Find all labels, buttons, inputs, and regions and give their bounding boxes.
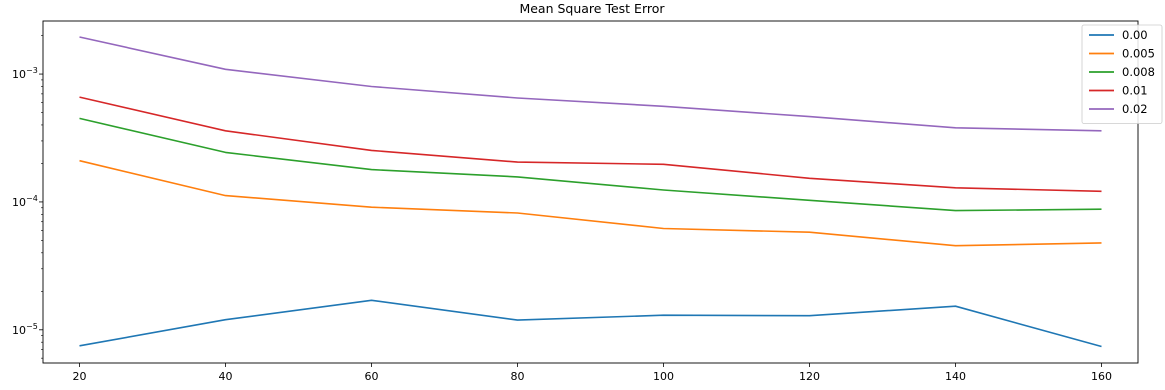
legend-label: 0.00: [1122, 28, 1148, 42]
series-line-3: [79, 96, 1102, 193]
y-tick-label: 10: [12, 68, 26, 81]
y-tick-exponent: −3: [26, 66, 38, 75]
y-tick-base: 10: [12, 324, 26, 337]
series-layer: [79, 36, 1102, 348]
x-tick-label: 100: [653, 370, 674, 383]
legend-label: 0.02: [1122, 102, 1148, 116]
y-tick-base: 10: [12, 68, 26, 81]
x-tick-label: 80: [511, 370, 525, 383]
legend-label: 0.01: [1122, 84, 1148, 98]
series-line-4: [79, 36, 1102, 132]
x-tick-label: 140: [945, 370, 966, 383]
series-line-1: [79, 159, 1102, 247]
y-tick-exponent: −4: [26, 194, 38, 203]
legend: 0.00 0.005 0.008 0.01 0.02: [1081, 24, 1163, 124]
y-tick-label: 10: [12, 196, 26, 209]
x-tick-label: 40: [219, 370, 233, 383]
x-tick-label: 120: [799, 370, 820, 383]
series-line-0: [79, 299, 1102, 348]
x-tick-label: 160: [1091, 370, 1112, 383]
series-line-2: [79, 117, 1102, 212]
x-tick-label: 60: [365, 370, 379, 383]
chart-title: Mean Square Test Error: [519, 1, 665, 16]
x-tick-label: 20: [73, 370, 87, 383]
y-tick-base: 10: [12, 196, 26, 209]
legend-box: [1081, 24, 1163, 124]
y-axis: 10−510−410−3: [12, 35, 43, 359]
legend-label: 0.008: [1122, 65, 1155, 79]
y-tick-label: 10: [12, 324, 26, 337]
x-axis: 20 40 60 80 100 120 140 160: [73, 363, 1112, 383]
legend-label: 0.005: [1122, 47, 1155, 61]
y-tick-exponent: −5: [26, 322, 38, 331]
